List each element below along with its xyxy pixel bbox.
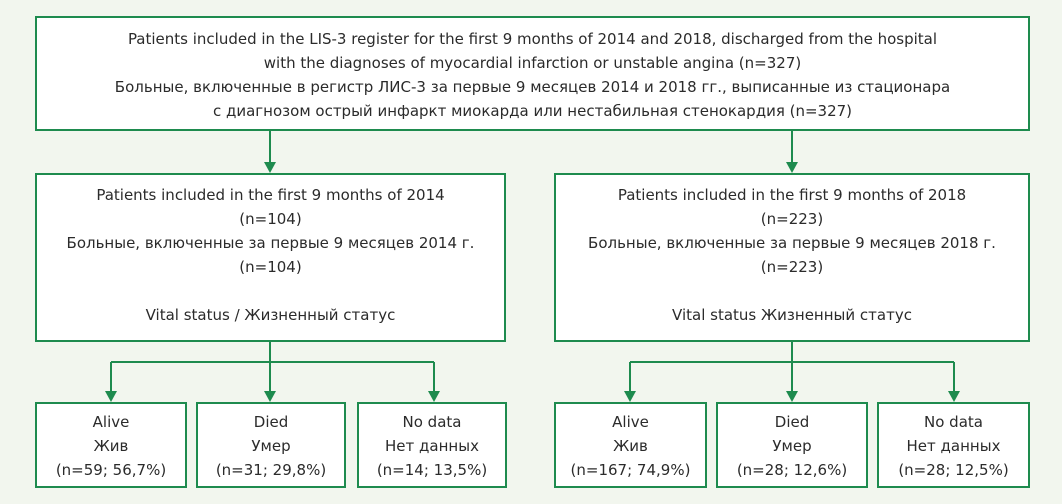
outcome-2014-died-en: Died: [253, 413, 289, 431]
cohort-2014-box: Patients included in the first 9 months …: [35, 173, 506, 342]
outcome-2014-nodata-en: No data: [402, 413, 462, 431]
outcome-2014-died-ru: Умер: [251, 437, 291, 455]
cohort-2014-line-1: Patients included in the first 9 months …: [96, 186, 445, 204]
arrowhead-2014: [264, 162, 276, 173]
outcome-2014-nodata-n: (n=14; 13,5%): [376, 461, 488, 479]
arrowhead-2018-alive: [624, 391, 636, 402]
arrowhead-2018-nodata: [948, 391, 960, 402]
cohort-2018-box: Patients included in the first 9 months …: [554, 173, 1030, 342]
outcome-2018-died-box: Died Умер (n=28; 12,6%): [716, 402, 868, 488]
outcome-2018-died-n: (n=28; 12,6%): [736, 461, 848, 479]
outcome-2018-alive-n: (n=167; 74,9%): [570, 461, 691, 479]
outcome-2018-died-en: Died: [774, 413, 810, 431]
top-box: Patients included in the LIS-3 register …: [35, 16, 1030, 131]
arrowhead-2014-alive: [105, 391, 117, 402]
cohort-2018-line-4: (n=223): [760, 258, 824, 276]
outcome-2014-alive-n: (n=59; 56,7%): [55, 461, 167, 479]
cohort-2014-vital-status: Vital status / Жизненный статус: [145, 306, 396, 324]
outcome-2018-alive-ru: Жив: [613, 437, 648, 455]
arrowhead-2014-died: [264, 391, 276, 402]
cohort-2018-line-3: Больные, включенные за первые 9 месяцев …: [588, 234, 996, 252]
outcome-2014-alive-box: Alive Жив (n=59; 56,7%): [35, 402, 187, 488]
outcome-2018-nodata-ru: Нет данных: [906, 437, 1001, 455]
outcome-2014-alive-ru: Жив: [93, 437, 129, 455]
outcome-2018-alive-box: Alive Жив (n=167; 74,9%): [554, 402, 707, 488]
outcome-2018-died-ru: Умер: [772, 437, 812, 455]
cohort-2014-line-3: Больные, включенные за первые 9 месяцев …: [66, 234, 475, 252]
cohort-2014-line-2: (n=104): [239, 210, 302, 228]
outcome-2014-nodata-box: No data Нет данных (n=14; 13,5%): [357, 402, 507, 488]
top-line-1: Patients included in the LIS-3 register …: [127, 30, 938, 48]
outcome-2018-nodata-en: No data: [924, 413, 983, 431]
arrowhead-2018-died: [786, 391, 798, 402]
top-line-2: with the diagnoses of myocardial infarct…: [263, 54, 802, 72]
outcome-2014-alive-en: Alive: [92, 413, 130, 431]
outcome-2018-alive-en: Alive: [612, 413, 649, 431]
outcome-2014-died-box: Died Умер (n=31; 29,8%): [196, 402, 346, 488]
arrowhead-2018: [786, 162, 798, 173]
cohort-2018-line-1: Patients included in the first 9 months …: [617, 186, 967, 204]
outcome-2014-nodata-ru: Нет данных: [385, 437, 479, 455]
cohort-2018-line-2: (n=223): [760, 210, 824, 228]
outcome-2018-nodata-box: No data Нет данных (n=28; 12,5%): [877, 402, 1030, 488]
outcome-2014-died-n: (n=31; 29,8%): [215, 461, 327, 479]
top-line-4: с диагнозом острый инфаркт миокарда или …: [212, 102, 853, 120]
outcome-2018-nodata-n: (n=28; 12,5%): [898, 461, 1009, 479]
cohort-2018-vital-status: Vital status Жизненный статус: [672, 306, 912, 324]
top-line-3: Больные, включенные в регистр ЛИС-3 за п…: [114, 78, 951, 96]
arrowhead-2014-nodata: [428, 391, 440, 402]
cohort-2014-line-4: (n=104): [239, 258, 302, 276]
